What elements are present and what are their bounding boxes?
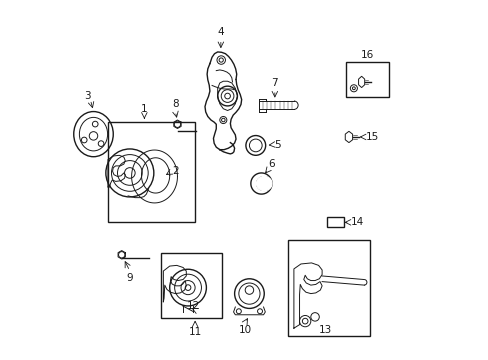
Bar (346, 62, 388, 97)
Text: 12: 12 (187, 301, 200, 311)
Text: 9: 9 (126, 273, 133, 283)
Bar (107, 122, 195, 222)
Text: 7: 7 (271, 78, 278, 88)
Bar (287, 240, 369, 336)
Text: 10: 10 (238, 325, 251, 335)
Text: 8: 8 (172, 99, 178, 109)
Text: 16: 16 (360, 50, 373, 60)
Text: 15: 15 (365, 132, 378, 142)
Text: 2: 2 (172, 166, 179, 176)
Text: 6: 6 (267, 159, 274, 169)
Text: 13: 13 (318, 324, 331, 334)
Text: 1: 1 (141, 104, 147, 114)
Bar (161, 253, 221, 318)
Text: 5: 5 (274, 140, 281, 150)
Text: 3: 3 (84, 91, 91, 101)
Polygon shape (256, 176, 271, 190)
Text: 4: 4 (217, 27, 224, 37)
Text: 14: 14 (349, 217, 363, 227)
Bar (327, 217, 344, 227)
Text: 11: 11 (188, 328, 202, 337)
